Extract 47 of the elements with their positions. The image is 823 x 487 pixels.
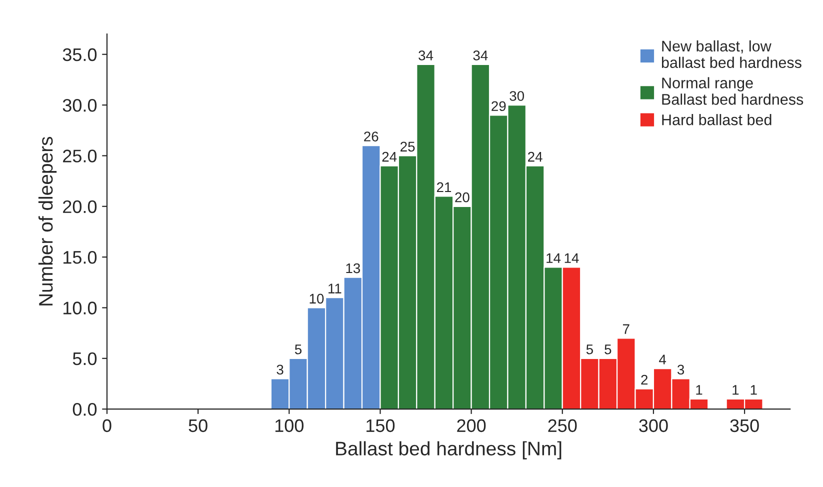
data-label: 24 — [382, 152, 397, 162]
x-tick-label: 300 — [639, 419, 668, 432]
x-tick-label: 150 — [366, 419, 395, 432]
data-label: 30 — [510, 91, 524, 101]
y-tick-label: 20.0 — [63, 200, 97, 214]
data-label: 25 — [400, 142, 415, 152]
data-label: 10 — [310, 294, 324, 304]
data-label: 29 — [492, 101, 506, 112]
data-label: 34 — [418, 50, 434, 60]
data-label: 1 — [696, 385, 702, 395]
data-label: 14 — [564, 253, 579, 263]
data-label: 1 — [750, 385, 757, 395]
y-tick-label: 25.0 — [63, 150, 97, 162]
y-tick-label: 15.0 — [64, 250, 97, 264]
legend-label: Hard ballast bed — [662, 114, 772, 126]
x-tick-label: 0 — [102, 419, 112, 432]
y-tick-label: 10.0 — [64, 302, 97, 314]
data-label: 26 — [364, 132, 378, 142]
data-label: 20 — [455, 192, 470, 202]
data-label: 14 — [546, 253, 561, 263]
data-label: 3 — [677, 364, 684, 375]
x-axis-title: Ballast bed hardness [Nm] — [336, 441, 562, 460]
x-tick-label: 200 — [457, 419, 486, 432]
data-label: 5 — [586, 344, 593, 354]
data-label: 21 — [436, 182, 452, 192]
y-tick-label: 30.0 — [62, 98, 97, 112]
data-label: 5 — [604, 344, 612, 354]
data-label: 7 — [622, 324, 630, 334]
data-label: 4 — [659, 354, 666, 364]
y-tick-label: 5.0 — [72, 352, 97, 366]
y-tick-label: 0.0 — [72, 403, 97, 416]
y-tick-label: 35.0 — [62, 48, 97, 62]
data-label: 13 — [346, 263, 360, 274]
data-label: 24 — [528, 152, 542, 162]
data-label: 34 — [473, 50, 488, 60]
y-axis-title: Number of dleepers — [38, 136, 57, 306]
data-label: 1 — [732, 385, 739, 395]
legend-label: Normal range Ballast bed hardness — [662, 77, 804, 105]
data-label: 5 — [294, 344, 302, 354]
x-tick-label: 50 — [188, 419, 208, 432]
x-tick-label: 350 — [730, 419, 759, 432]
data-label: 11 — [328, 284, 342, 294]
legend-label: New ballast, low ballast bed hardness — [662, 40, 802, 68]
x-tick-label: 100 — [275, 419, 304, 432]
data-label: 3 — [276, 364, 284, 375]
x-tick-label: 250 — [548, 419, 577, 432]
data-label: 2 — [641, 374, 648, 385]
